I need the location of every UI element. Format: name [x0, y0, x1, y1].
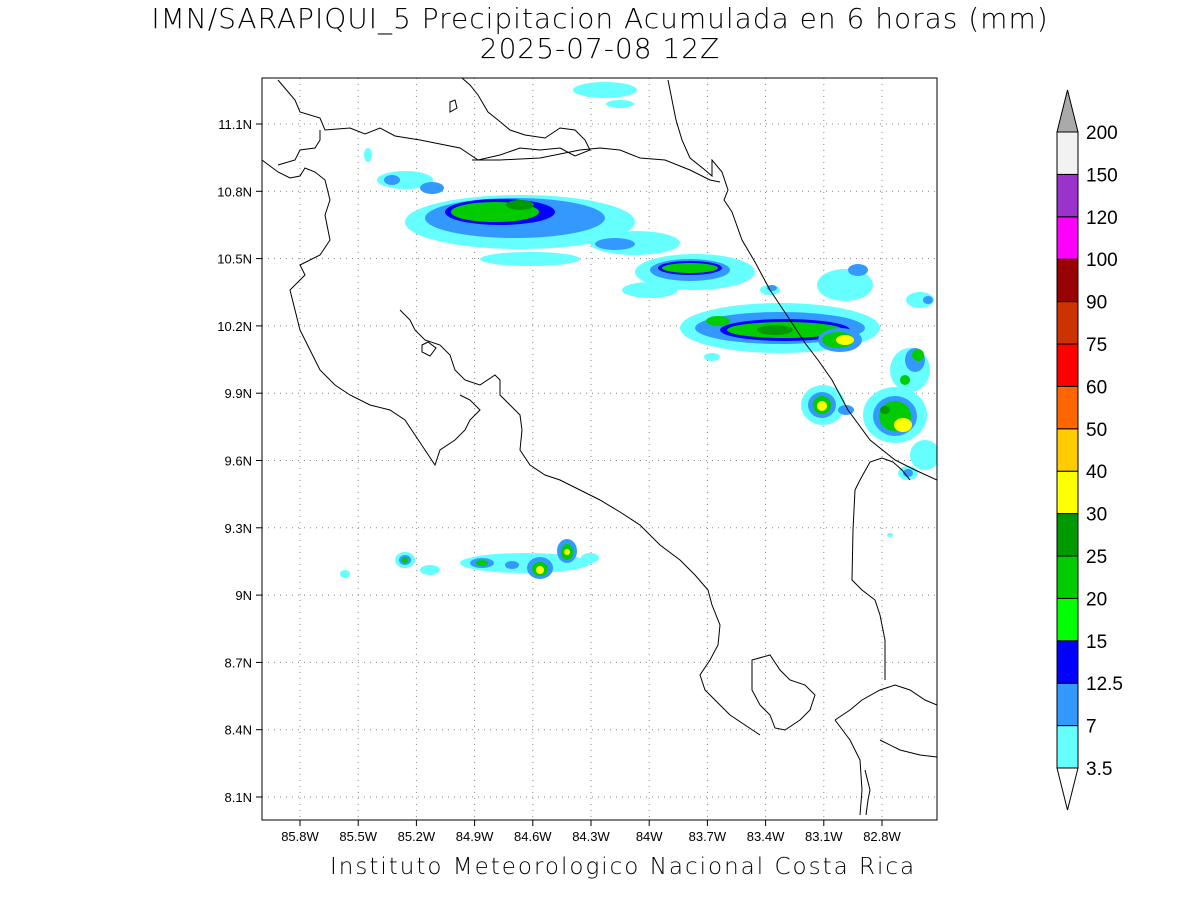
colorbar-box [1056, 131, 1079, 175]
colorbar-box [1056, 343, 1079, 387]
colorbar-box [1056, 216, 1079, 260]
colorbar-box [1056, 470, 1079, 515]
colorbar-box [1056, 597, 1079, 642]
colorbar-label: 120 [1086, 208, 1118, 229]
lat-tick-label: 10.5N [217, 252, 252, 267]
colorbar-label: 15 [1086, 632, 1107, 653]
precipitation-fields [262, 78, 937, 816]
lon-tick-label: 83.4W [747, 829, 785, 844]
colorbar: 3.5 7 12.5 15 20 25 30 40 50 60 75 90 100 120 150 200 [1056, 89, 1123, 811]
colorbar-label: 12.5 [1086, 674, 1123, 695]
rain-cell-southeast [801, 348, 937, 537]
lon-tick-label: 85.8W [281, 829, 319, 844]
lon-tick-label: 83.7W [689, 829, 727, 844]
colorbar-box [1056, 428, 1079, 472]
colorbar-box [1056, 513, 1079, 557]
lon-tick-label: 82.8W [863, 829, 901, 844]
lon-tick-label: 84.6W [514, 829, 552, 844]
axis-ticks: 85.8W 85.5W 85.2W 84.9W 84.6W 84.3W 84W 83.7W 83… [217, 117, 901, 844]
colorbar-max-triangle [1056, 89, 1079, 133]
lat-tick-label: 8.1N [225, 790, 252, 805]
lat-tick-label: 9N [235, 588, 252, 603]
coastlines [262, 78, 937, 816]
footer-credit: Instituto Meteorologico Nacional Costa R… [330, 854, 917, 880]
lat-tick-label: 9.6N [225, 454, 252, 469]
rain-cell-central [622, 254, 934, 361]
map-grid [262, 78, 937, 820]
colorbar-box [1056, 640, 1079, 684]
lon-tick-label: 84.3W [572, 829, 610, 844]
colorbar-label: 30 [1086, 505, 1107, 526]
colorbar-label: 90 [1086, 293, 1107, 314]
lat-tick-label: 10.2N [217, 319, 252, 334]
colorbar-box [1056, 385, 1079, 430]
colorbar-box [1056, 301, 1079, 345]
lat-tick-label: 10.8N [217, 184, 252, 199]
rain-cell-north [364, 82, 680, 266]
colorbar-box [1056, 725, 1079, 769]
lon-tick-label: 83.1W [805, 829, 843, 844]
lon-tick-label: 85.5W [339, 829, 377, 844]
colorbar-min-triangle [1056, 767, 1079, 811]
colorbar-box [1056, 682, 1079, 727]
colorbar-label: 75 [1086, 335, 1107, 356]
colorbar-label: 3.5 [1086, 759, 1112, 780]
colorbar-label: 50 [1086, 420, 1107, 441]
colorbar-box [1056, 173, 1079, 218]
rain-cell-southwest [340, 539, 599, 579]
colorbar-label: 40 [1086, 462, 1107, 483]
lon-tick-label: 85.2W [398, 829, 436, 844]
colorbar-label: 60 [1086, 377, 1107, 398]
lon-tick-label: 84.9W [456, 829, 494, 844]
map-date: 2025-07-08 12Z [479, 32, 721, 65]
colorbar-label: 200 [1086, 123, 1118, 144]
lat-tick-label: 9.3N [225, 521, 252, 536]
map-frame [261, 77, 938, 821]
colorbar-label: 20 [1086, 589, 1107, 610]
colorbar-label: 100 [1086, 250, 1118, 271]
map-title: IMN/SARAPIQUI_5 Precipitacion Acumulada … [151, 2, 1049, 35]
lat-tick-label: 9.9N [225, 386, 252, 401]
colorbar-label: 25 [1086, 547, 1107, 568]
colorbar-box [1056, 258, 1079, 303]
lon-tick-label: 84W [636, 829, 663, 844]
lat-tick-label: 11.1N [218, 117, 252, 132]
colorbar-label: 7 [1086, 717, 1097, 738]
colorbar-box [1056, 555, 1079, 599]
colorbar-label: 150 [1086, 165, 1118, 186]
lat-tick-label: 8.7N [225, 655, 252, 670]
lat-tick-label: 8.4N [225, 723, 252, 738]
